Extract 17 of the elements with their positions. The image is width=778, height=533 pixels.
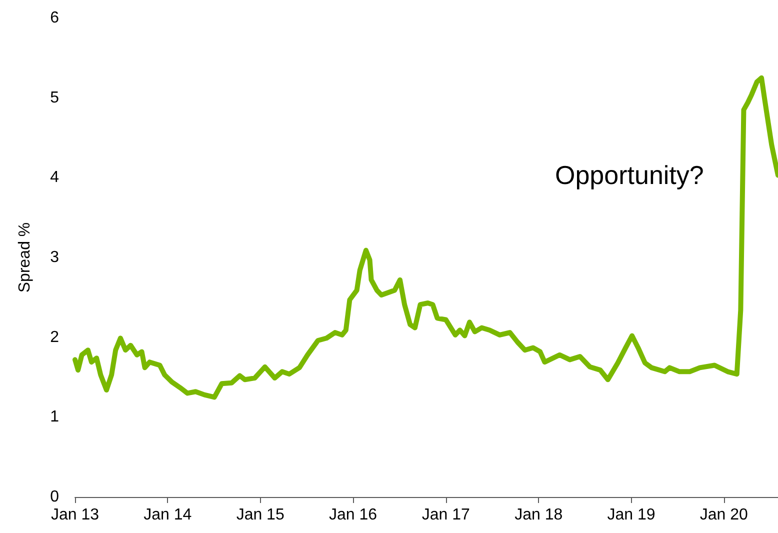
x-tick-label: Jan 20: [700, 506, 748, 524]
x-tick-label: Jan 14: [144, 506, 192, 524]
y-tick-label: 5: [50, 89, 60, 106]
y-tick-label: 4: [50, 169, 60, 186]
y-tick-label: 2: [50, 328, 60, 346]
x-tick-label: Jan 16: [328, 506, 378, 524]
x-tick-label: Jan 19: [607, 506, 656, 524]
annotation: Opportunity?: [555, 160, 704, 190]
y-tick-label: 6: [50, 10, 60, 26]
x-tick-label: Jan 17: [422, 506, 470, 524]
x-tick-label: Jan 18: [514, 506, 563, 524]
x-tick-label: Jan 15: [236, 506, 284, 524]
y-tick-label: 0: [50, 488, 60, 506]
y-tick-label: 1: [50, 408, 60, 426]
y-tick-label: 3: [50, 249, 60, 266]
y-axis-title: Spread %: [16, 222, 34, 293]
x-tick-label: Jan 13: [50, 506, 100, 524]
